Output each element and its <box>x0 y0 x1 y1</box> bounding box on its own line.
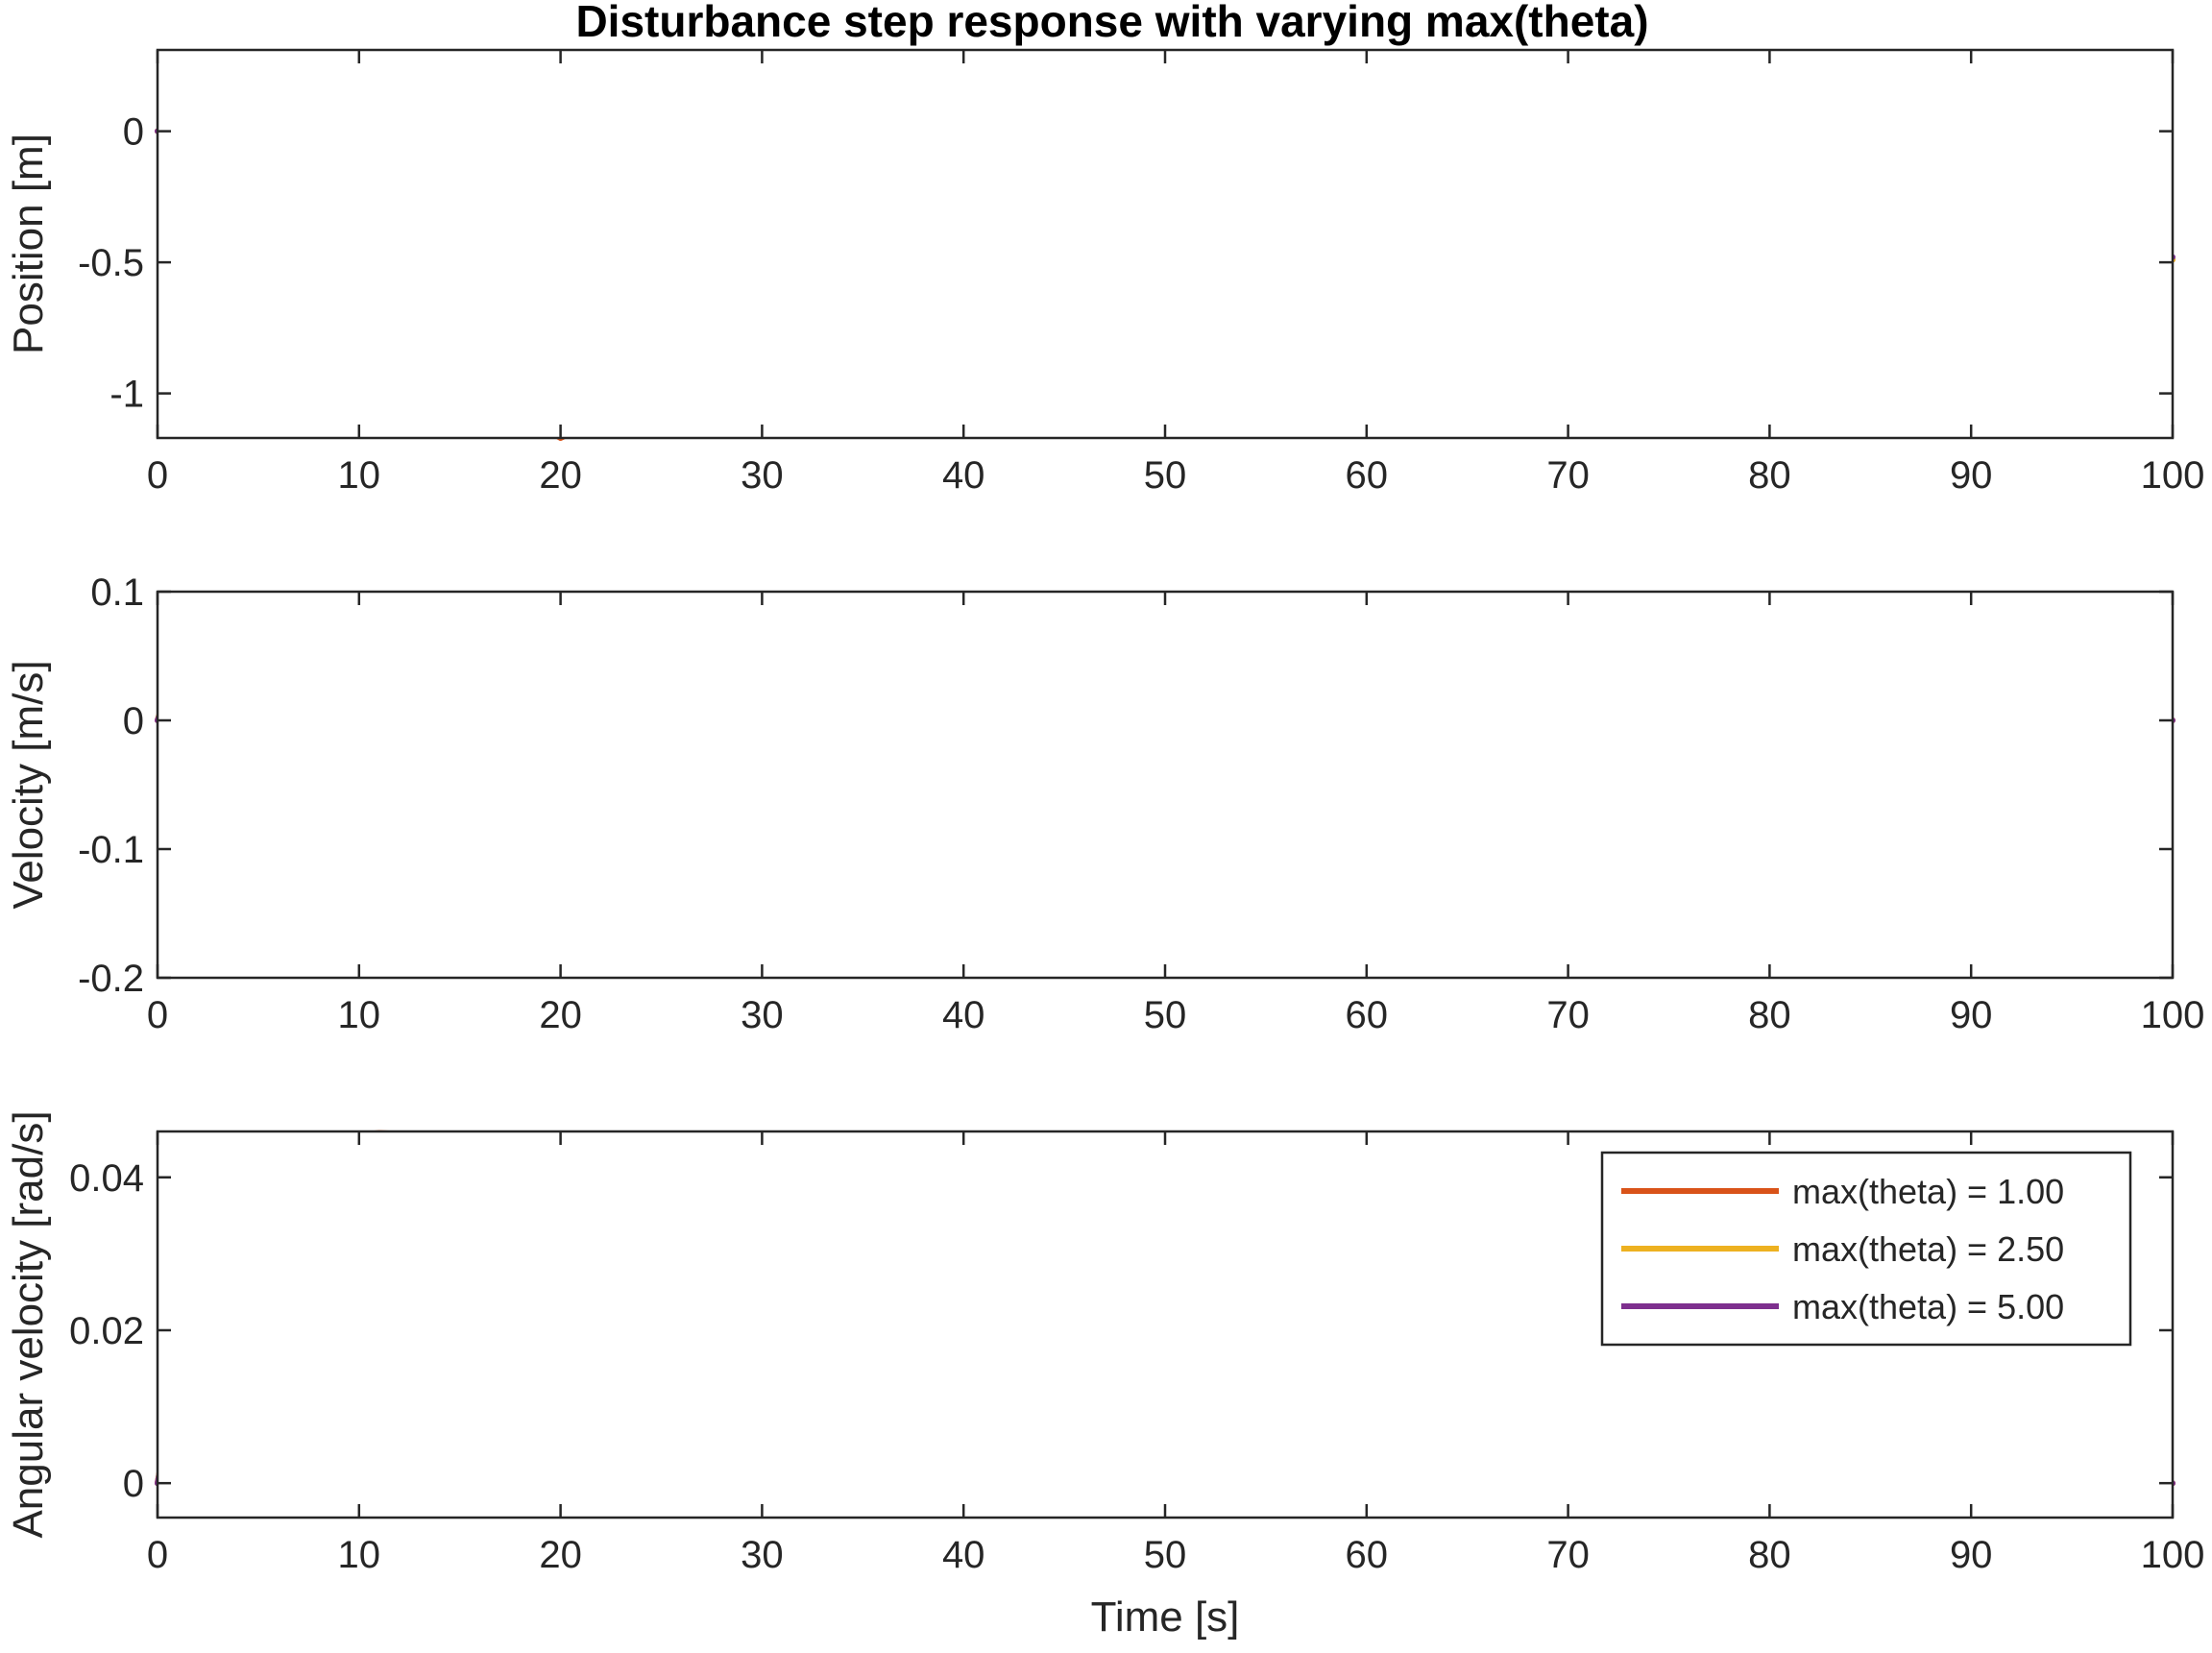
x-tick-label: 50 <box>1144 1534 1187 1576</box>
x-tick-label: 30 <box>741 1534 784 1576</box>
legend-label-3: max(theta) = 5.00 <box>1792 1287 2064 1326</box>
subplot-3: 0 10 20 30 40 50 60 70 80 90 100 0 0.02 0.04 Angular v… <box>5 1110 2204 1641</box>
axes-box <box>156 590 2175 980</box>
y-tick-label: 0.02 <box>69 1310 144 1352</box>
x-tick-label: 10 <box>338 1534 381 1576</box>
subplot-1: 0 10 20 30 40 50 60 70 80 90 100 -1 -0.5 0 Position [m… <box>5 48 2205 497</box>
x-tick-label: 90 <box>1950 454 1993 497</box>
y-axis-label: Position [m] <box>5 134 52 354</box>
y-axis-label: Angular velocity [rad/s] <box>5 1110 52 1538</box>
chart-title: Disturbance step response with varying m… <box>575 0 1648 46</box>
axes-box <box>156 48 2175 440</box>
y-tick-label: 0.1 <box>90 571 144 614</box>
x-tick-label: 50 <box>1144 454 1187 497</box>
x-tick-label: 70 <box>1546 454 1590 497</box>
subplot-2: 0 10 20 30 40 50 60 70 80 90 100 -0.2 -0.1 0 0.1 Veloci… <box>5 571 2204 1036</box>
y-tick-label: -1 <box>109 374 144 416</box>
x-tick-label: 0 <box>147 994 168 1036</box>
x-tick-label: 70 <box>1546 1534 1590 1576</box>
y-tick-label: -0.1 <box>78 829 144 871</box>
x-tick-label: 100 <box>2141 994 2205 1036</box>
legend-label-1: max(theta) = 1.00 <box>1792 1172 2064 1211</box>
legend: max(theta) = 1.00 max(theta) = 2.50 max(th… <box>1600 1151 2132 1347</box>
x-tick-label: 30 <box>741 994 784 1036</box>
x-tick-label: 10 <box>338 454 381 497</box>
x-tick-label: 20 <box>539 994 582 1036</box>
x-tick-label: 90 <box>1950 1534 1993 1576</box>
x-tick-label: 50 <box>1144 994 1187 1036</box>
x-tick-label: 100 <box>2141 1534 2205 1576</box>
x-tick-label: 60 <box>1346 454 1389 497</box>
y-tick-label: -0.5 <box>78 242 144 284</box>
x-tick-label: 60 <box>1346 1534 1389 1576</box>
x-tick-label: 60 <box>1346 994 1389 1036</box>
y-tick-label: 0 <box>123 1463 144 1505</box>
x-tick-label: 90 <box>1950 994 1993 1036</box>
y-tick-label: 0 <box>123 700 144 742</box>
x-tick-label: 10 <box>338 994 381 1036</box>
x-tick-label: 40 <box>942 994 985 1036</box>
y-tick-label: -0.2 <box>78 958 144 1000</box>
x-tick-label: 80 <box>1748 994 1791 1036</box>
legend-label-2: max(theta) = 2.50 <box>1792 1229 2064 1269</box>
x-tick-label: 40 <box>942 1534 985 1576</box>
x-tick-label: 80 <box>1748 1534 1791 1576</box>
x-tick-label: 70 <box>1546 994 1590 1036</box>
y-tick-label: 0.04 <box>69 1157 144 1200</box>
x-tick-label: 0 <box>147 1534 168 1576</box>
x-tick-label: 20 <box>539 1534 582 1576</box>
x-tick-label: 80 <box>1748 454 1791 497</box>
x-tick-label: 40 <box>942 454 985 497</box>
x-tick-label: 0 <box>147 454 168 497</box>
y-axis-label: Velocity [m/s] <box>5 660 52 909</box>
x-tick-label: 20 <box>539 454 582 497</box>
x-axis-label: Time [s] <box>1091 1593 1240 1641</box>
x-tick-label: 100 <box>2141 454 2205 497</box>
y-tick-label: 0 <box>123 111 144 154</box>
x-tick-label: 30 <box>741 454 784 497</box>
